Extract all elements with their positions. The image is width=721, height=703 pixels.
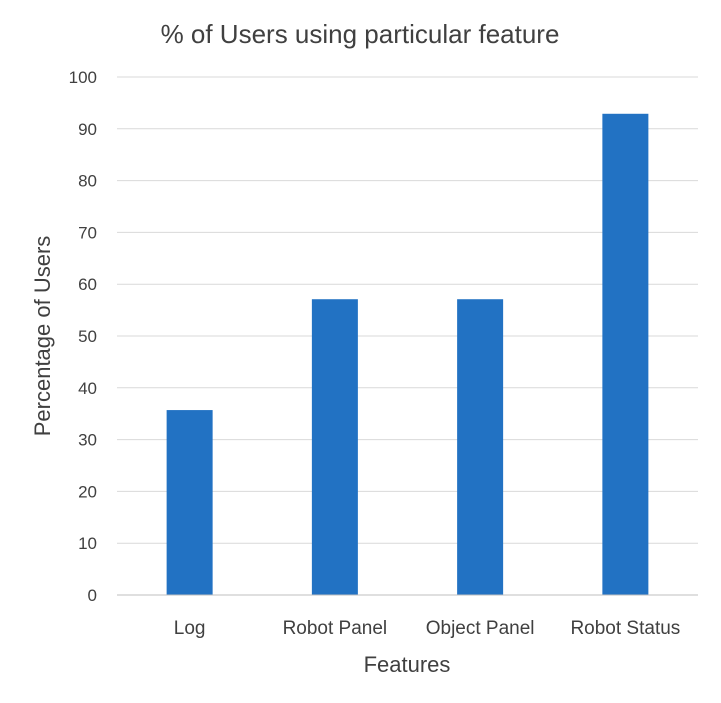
y-tick-label: 50 [78,327,97,346]
bar-robot-panel [311,299,358,595]
y-tick-label: 90 [78,120,97,139]
y-tick-label: 0 [88,586,97,605]
x-category-label: Log [174,618,206,639]
bar-robot-status [602,113,649,595]
y-tick-label: 60 [78,275,97,294]
y-tick-label: 40 [78,379,97,398]
y-tick-label: 30 [78,431,97,450]
y-axis-ticks: 0 10 20 30 40 50 60 70 80 90 100 [69,68,97,605]
y-tick-label: 10 [78,534,97,553]
x-category-label: Robot Status [570,618,680,639]
y-tick-label: 70 [78,223,97,242]
chart-title: % of Users using particular feature [161,19,560,49]
x-category-label: Robot Panel [283,618,388,639]
bars [166,113,649,595]
bar-object-panel [457,299,504,595]
gridlines [117,76,698,544]
y-tick-label: 100 [69,68,97,87]
x-axis-categories: Log Robot Panel Object Panel Robot Status [174,618,681,639]
y-axis-title: Percentage of Users [30,236,55,437]
y-tick-label: 20 [78,482,97,501]
y-tick-label: 80 [78,172,97,191]
bar-log [166,410,213,595]
x-axis-title: Features [364,652,451,677]
x-category-label: Object Panel [426,618,535,639]
